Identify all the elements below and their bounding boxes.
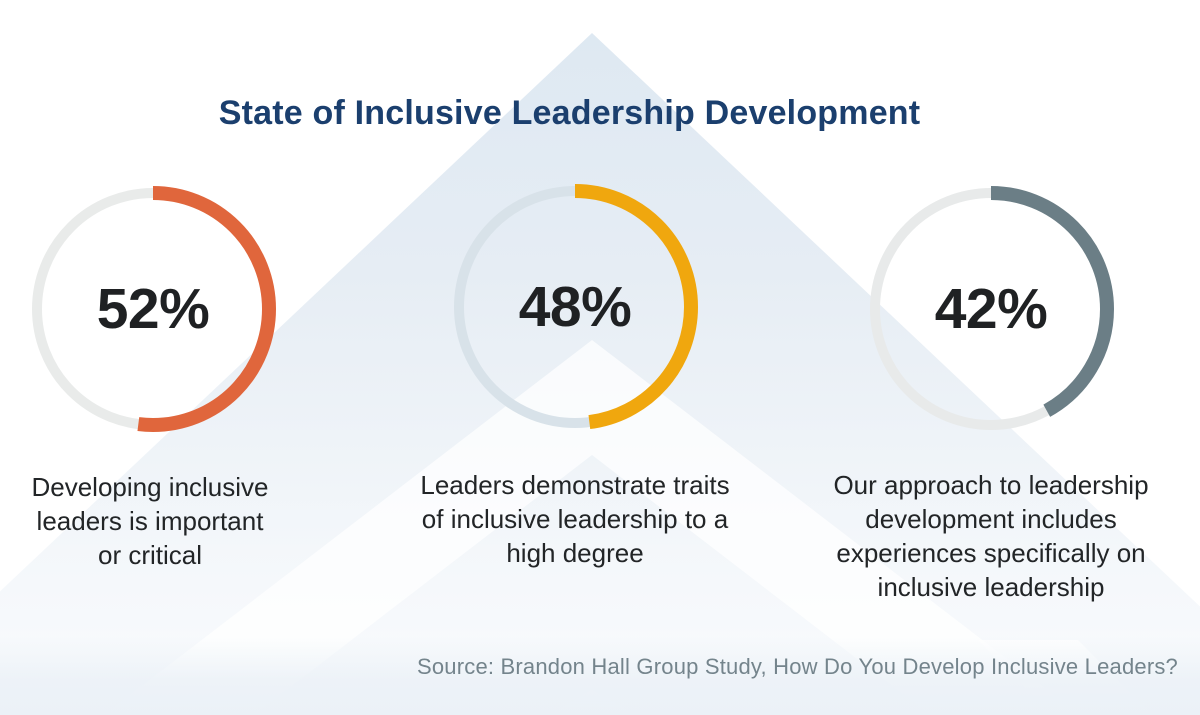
donut-arc <box>868 186 1114 432</box>
stat-caption: Our approach to leadership development i… <box>833 470 1149 602</box>
donut-chart-approach-includes: 42% <box>866 184 1116 434</box>
donut-arc <box>30 186 276 432</box>
page-title: State of Inclusive Leadership Developmen… <box>218 94 921 132</box>
source-attribution: Source: Brandon Hall Group Study, How Do… <box>416 654 1178 679</box>
stat-caption: Leaders demonstrate traits of inclusive … <box>420 470 730 568</box>
donut-ring <box>30 186 276 432</box>
donut-ring <box>868 186 1114 432</box>
donut-chart-demonstrate-traits: 48% <box>450 182 700 432</box>
stat-value: 52% <box>96 277 210 341</box>
background-bottom-band <box>0 637 1200 715</box>
stat-caption: Developing inclusive leaders is importan… <box>31 472 269 570</box>
stat-value: 48% <box>518 275 632 339</box>
donut-chart-important-or-critical: 52% <box>28 184 278 434</box>
donut-arc <box>452 184 698 430</box>
donut-ring <box>452 184 698 430</box>
stat-value: 42% <box>934 277 1048 341</box>
